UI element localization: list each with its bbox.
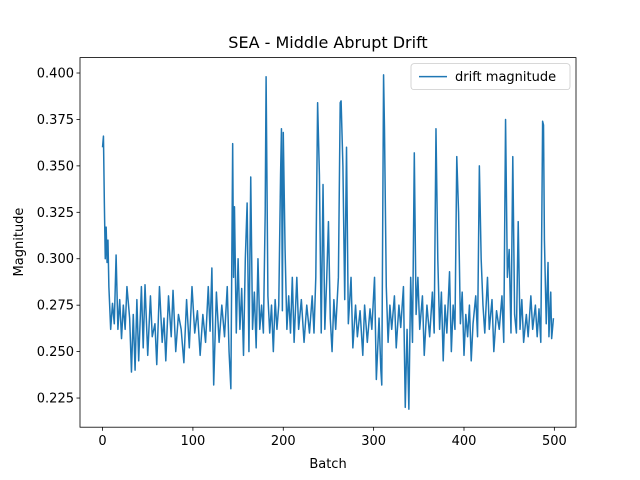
x-tick-label: 400	[452, 434, 477, 449]
y-tick-label: 0.300	[37, 252, 74, 267]
x-tick-label: 500	[542, 434, 567, 449]
y-tick-label: 0.250	[37, 345, 74, 360]
legend-label: drift magnitude	[455, 70, 556, 85]
x-tick-label: 100	[180, 434, 205, 449]
y-tick-label: 0.325	[37, 206, 74, 221]
y-tick-label: 0.400	[37, 67, 74, 82]
y-tick-label: 0.275	[37, 299, 74, 314]
y-axis-label: Magnitude	[12, 208, 27, 277]
data-line	[101, 74, 555, 410]
x-axis-label: Batch	[309, 457, 346, 472]
x-tick-label: 300	[361, 434, 386, 449]
y-tick-label: 0.375	[37, 113, 74, 128]
x-tick-label: 0	[98, 434, 106, 449]
y-tick-label: 0.225	[37, 392, 74, 407]
chart-title: SEA - Middle Abrupt Drift	[228, 33, 427, 52]
legend-box	[410, 63, 571, 90]
y-tick-label: 0.350	[37, 159, 74, 174]
axes-frame	[79, 57, 577, 428]
x-tick-label: 200	[271, 434, 296, 449]
